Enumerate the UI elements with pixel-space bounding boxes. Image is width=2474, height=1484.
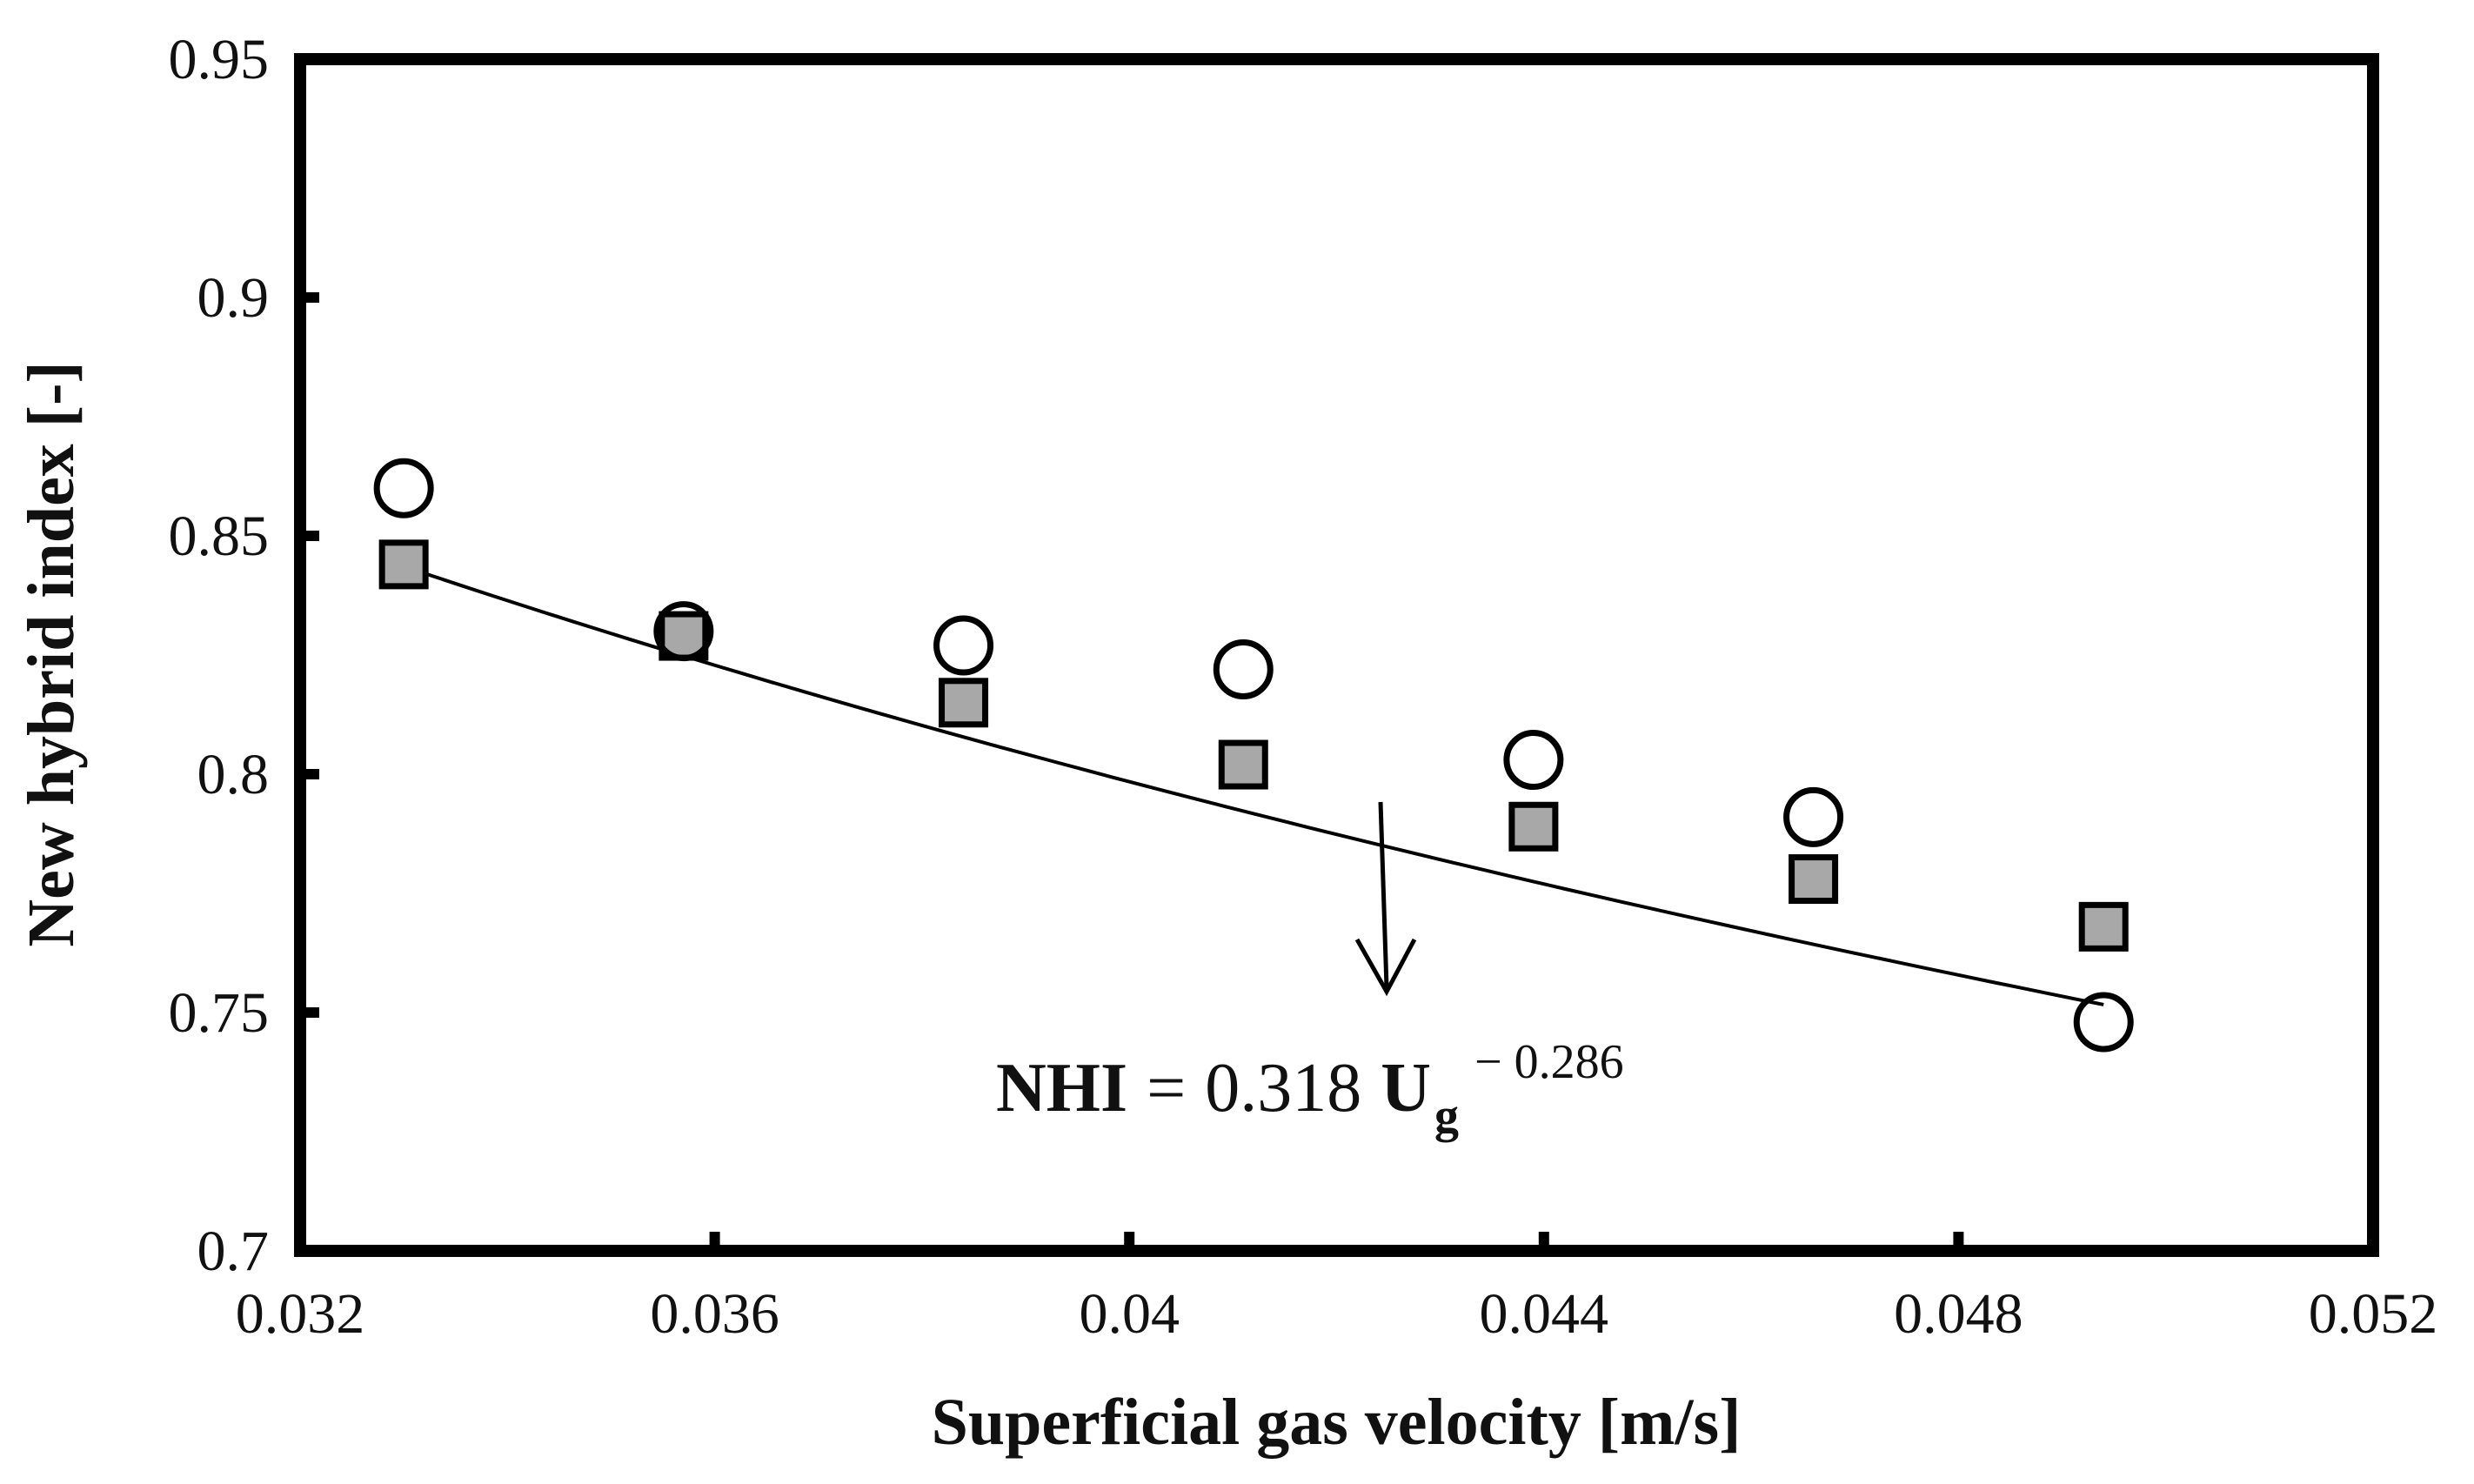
circle-point (1783, 786, 1844, 847)
data-points (373, 458, 2134, 1053)
circle-point (1213, 638, 1274, 699)
x-tick-label: 0.036 (650, 1282, 779, 1346)
y-tick-label: 0.8 (197, 743, 270, 806)
x-tick-label: 0.04 (1079, 1282, 1180, 1346)
plot-frame (294, 53, 2379, 1257)
equation-variable: U (1381, 1050, 1431, 1126)
annotation-arrow (1354, 801, 1417, 997)
square-point (939, 678, 989, 728)
square-point (2078, 901, 2129, 952)
x-axis-ticks: 0.032 0.036 0.04 0.044 0.048 0.052 (236, 1232, 2438, 1346)
circle-point (2073, 992, 2134, 1053)
x-tick-label: 0.044 (1480, 1282, 1609, 1346)
fit-equation: NHI = 0.318 U g − 0.286 (996, 1035, 1624, 1143)
x-axis-title: Superficial gas velocity [m/s] (932, 1386, 1742, 1459)
y-axis-title: New hybrid index [-] (15, 361, 88, 946)
equation-coefficient: 0.318 (1205, 1050, 1361, 1126)
x-tick-label: 0.052 (2309, 1282, 2438, 1346)
circle-point (933, 615, 994, 676)
circle-point (1503, 730, 1564, 791)
y-axis-ticks: 0.7 0.75 0.8 0.85 0.9 0.95 (169, 28, 319, 1283)
equation-subscript: g (1434, 1089, 1459, 1143)
square-point (378, 539, 429, 590)
y-tick-label: 0.9 (197, 266, 270, 330)
square-point (1218, 739, 1268, 790)
square-point (1789, 854, 1839, 905)
y-tick-label: 0.85 (169, 505, 270, 568)
equation-lhs: NHI (996, 1050, 1127, 1126)
square-point (1508, 801, 1559, 852)
y-tick-label: 0.75 (169, 981, 270, 1045)
equation-equals: = (1147, 1050, 1186, 1126)
x-tick-label: 0.048 (1894, 1282, 2023, 1346)
y-tick-label: 0.7 (197, 1220, 270, 1283)
y-tick-label: 0.95 (169, 28, 270, 91)
equation-exponent: − 0.286 (1474, 1035, 1624, 1089)
x-tick-label: 0.032 (236, 1282, 365, 1346)
circle-point (653, 601, 714, 662)
circle-point (373, 458, 434, 518)
